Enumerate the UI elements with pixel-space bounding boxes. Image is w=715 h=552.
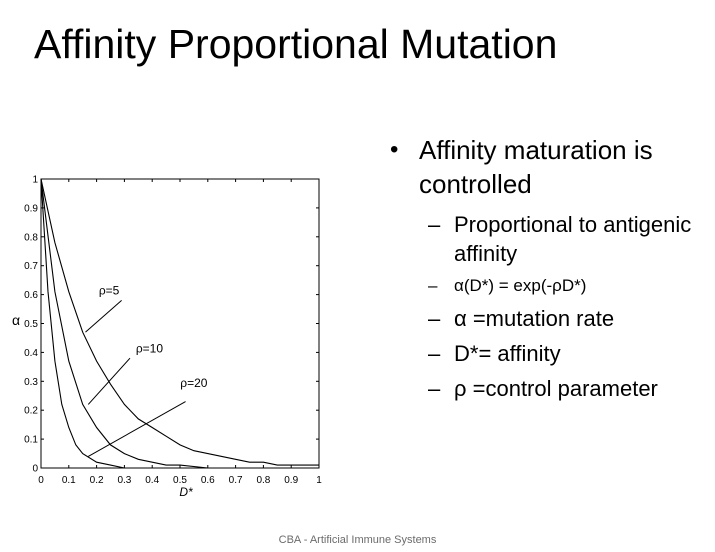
y-axis-label: α (12, 312, 20, 328)
main-bullet: • Affinity maturation is controlled (388, 133, 708, 201)
series-line-3 (40, 178, 319, 469)
sub-bullet-text: α(D*) = exp(-ρD*) (454, 276, 587, 295)
sub-bullet-text: ρ =control parameter (454, 376, 658, 401)
x-tick-label: 0.1 (62, 475, 76, 486)
y-tick-label: 0 (32, 464, 38, 475)
sub-bullet: – α =mutation rate (428, 304, 708, 333)
series-annotation: ρ=20 (180, 376, 208, 390)
chart-curves (40, 178, 319, 469)
y-tick-label: 0.5 (24, 319, 38, 330)
bullet-dash: – (428, 341, 441, 366)
sub-bullet-text: D*= affinity (454, 341, 561, 366)
series-annotation: ρ=5 (99, 284, 120, 298)
bullet-dash: – (428, 306, 441, 331)
x-tick-label: 0.4 (145, 475, 159, 486)
bullet-dash: – (428, 376, 441, 401)
y-tick-label: 0.6 (24, 290, 38, 301)
sub-bullet: – D*= affinity (428, 339, 708, 368)
y-tick-label: 0.2 (24, 406, 38, 417)
x-tick-label: 0 (38, 475, 44, 486)
x-tick-label: 0.3 (117, 475, 131, 486)
sub-bullet: – α(D*) = exp(-ρD*) (428, 274, 708, 298)
x-tick-label: 1 (316, 475, 322, 486)
sub-bullet-text: α =mutation rate (454, 306, 615, 331)
slide-footer: CBA - Artificial Immune Systems (278, 534, 437, 546)
y-tick-label: 0.9 (24, 203, 38, 214)
main-bullet-text: Affinity maturation is controlled (419, 135, 653, 199)
sub-bullet: – ρ =control parameter (428, 374, 708, 403)
y-tick-label: 0.8 (24, 232, 38, 243)
slide-title: Affinity Proportional Mutation (34, 21, 558, 67)
x-tick-label: 0.8 (256, 475, 270, 486)
x-tick-label: 0.2 (90, 475, 104, 486)
y-tick-label: 0.7 (24, 261, 38, 272)
chart-annotations: ρ=5 ρ=10 ρ=20 (85, 284, 208, 457)
y-tick-label: 0.3 (24, 377, 38, 388)
annotation-leader (85, 300, 122, 333)
x-tick-label: 0.6 (201, 475, 215, 486)
x-axis-label: D* (179, 485, 193, 499)
y-tick-label: 0.4 (24, 348, 38, 359)
annotation-leader (88, 401, 186, 457)
sub-bullets: – Proportional to antigenic affinity – α(D… (428, 210, 708, 403)
chart-axes (40, 178, 320, 469)
bullet-dash: – (428, 276, 438, 295)
decay-chart: 0 0.1 0.2 0.3 0.4 0.5 0.6 0.7 0.8 0.9 1 0 0.1 0.2 0.3 0… (12, 175, 322, 500)
sub-bullet: – Proportional to antigenic affinity (428, 210, 708, 268)
x-tick-label: 0.7 (229, 475, 243, 486)
annotation-leader (87, 357, 131, 405)
plot-frame (40, 178, 320, 469)
y-tick-label: 0.1 (24, 435, 38, 446)
bullet-list: • Affinity maturation is controlled – Pro… (388, 133, 708, 409)
series-annotation: ρ=10 (136, 341, 164, 355)
bullet-dot: • (390, 136, 399, 163)
series-line-2 (40, 178, 319, 469)
chart-ticks: 0 0.1 0.2 0.3 0.4 0.5 0.6 0.7 0.8 0.9 1 0 0.1 0.2 0.3 0… (24, 175, 322, 487)
bullet-dash: – (428, 212, 441, 237)
sub-bullet-text: Proportional to antigenic affinity (454, 212, 692, 266)
y-tick-label: 1 (32, 175, 38, 186)
x-tick-label: 0.5 (173, 475, 187, 486)
series-line-1 (40, 178, 319, 466)
x-tick-label: 0.9 (284, 475, 298, 486)
